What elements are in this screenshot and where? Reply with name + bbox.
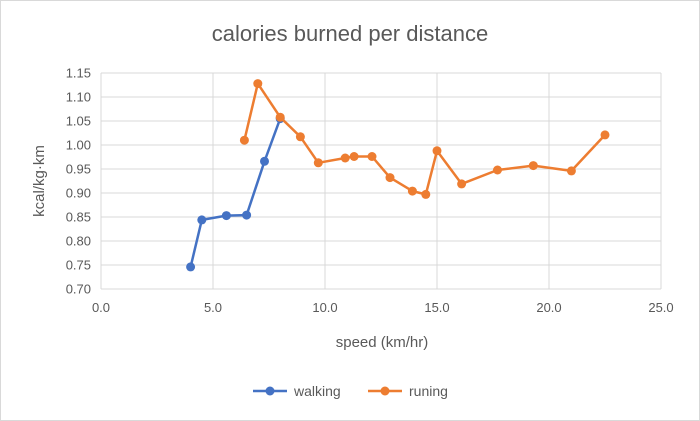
data-point-runing [313,158,323,168]
data-point-runing [421,189,431,199]
x-axis-ticks: 0.0 5.0 10.0 15.0 20.0 25.0 [92,300,674,315]
y-tick-label: 1.05 [66,114,91,129]
x-tick-label: 10.0 [312,300,337,315]
data-point-runing [457,179,467,189]
legend-runing-label: runing [409,383,448,399]
data-point-runing [239,135,249,145]
data-point-runing [432,146,442,156]
data-point-runing [253,79,263,89]
y-tick-label: 0.85 [66,210,91,225]
data-point-walking [221,211,231,221]
gridlines [100,72,662,290]
legend-runing-marker [380,386,390,396]
data-point-runing [349,152,359,161]
legend-walking-label: walking [293,383,341,399]
data-point-runing [600,130,610,140]
series-line-walking [189,118,282,268]
data-point-walking [242,210,252,220]
y-tick-label: 0.90 [66,186,91,201]
series-runing [239,79,610,199]
legend-item-walking: walking [253,383,341,399]
data-point-walking [260,156,269,166]
data-point-runing [528,161,538,171]
x-tick-label: 5.0 [204,300,222,315]
data-point-runing [385,173,395,183]
y-axis-label: kcal/kg·km [31,145,48,217]
y-tick-label: 1.15 [66,66,91,81]
y-tick-label: 0.95 [66,162,91,177]
x-tick-label: 0.0 [92,300,110,315]
data-point-walking [197,215,207,225]
data-point-runing [493,165,502,175]
y-tick-label: 0.80 [66,234,91,249]
x-tick-label: 25.0 [648,300,673,315]
data-point-runing [275,112,285,122]
y-tick-label: 1.00 [66,138,91,153]
legend: walking runing [253,383,448,399]
data-point-runing [566,166,576,176]
data-point-runing [367,152,377,161]
y-tick-label: 0.70 [66,282,91,297]
legend-walking-marker [265,386,275,396]
y-tick-label: 1.10 [66,90,91,105]
x-axis-label: speed (km/hr) [336,334,429,351]
data-point-runing [407,186,417,196]
y-tick-label: 0.75 [66,258,91,273]
x-tick-label: 15.0 [424,300,449,315]
series-layer [186,79,610,272]
x-tick-label: 20.0 [536,300,561,315]
legend-item-runing: runing [368,383,448,399]
y-axis-ticks: 0.70 0.75 0.80 0.85 0.90 0.95 1.00 1.05 1.10 1.15 [66,66,91,297]
data-point-runing [340,153,350,163]
data-point-walking [186,262,196,272]
chart-title: calories burned per distance [212,21,488,46]
data-point-runing [295,132,305,142]
